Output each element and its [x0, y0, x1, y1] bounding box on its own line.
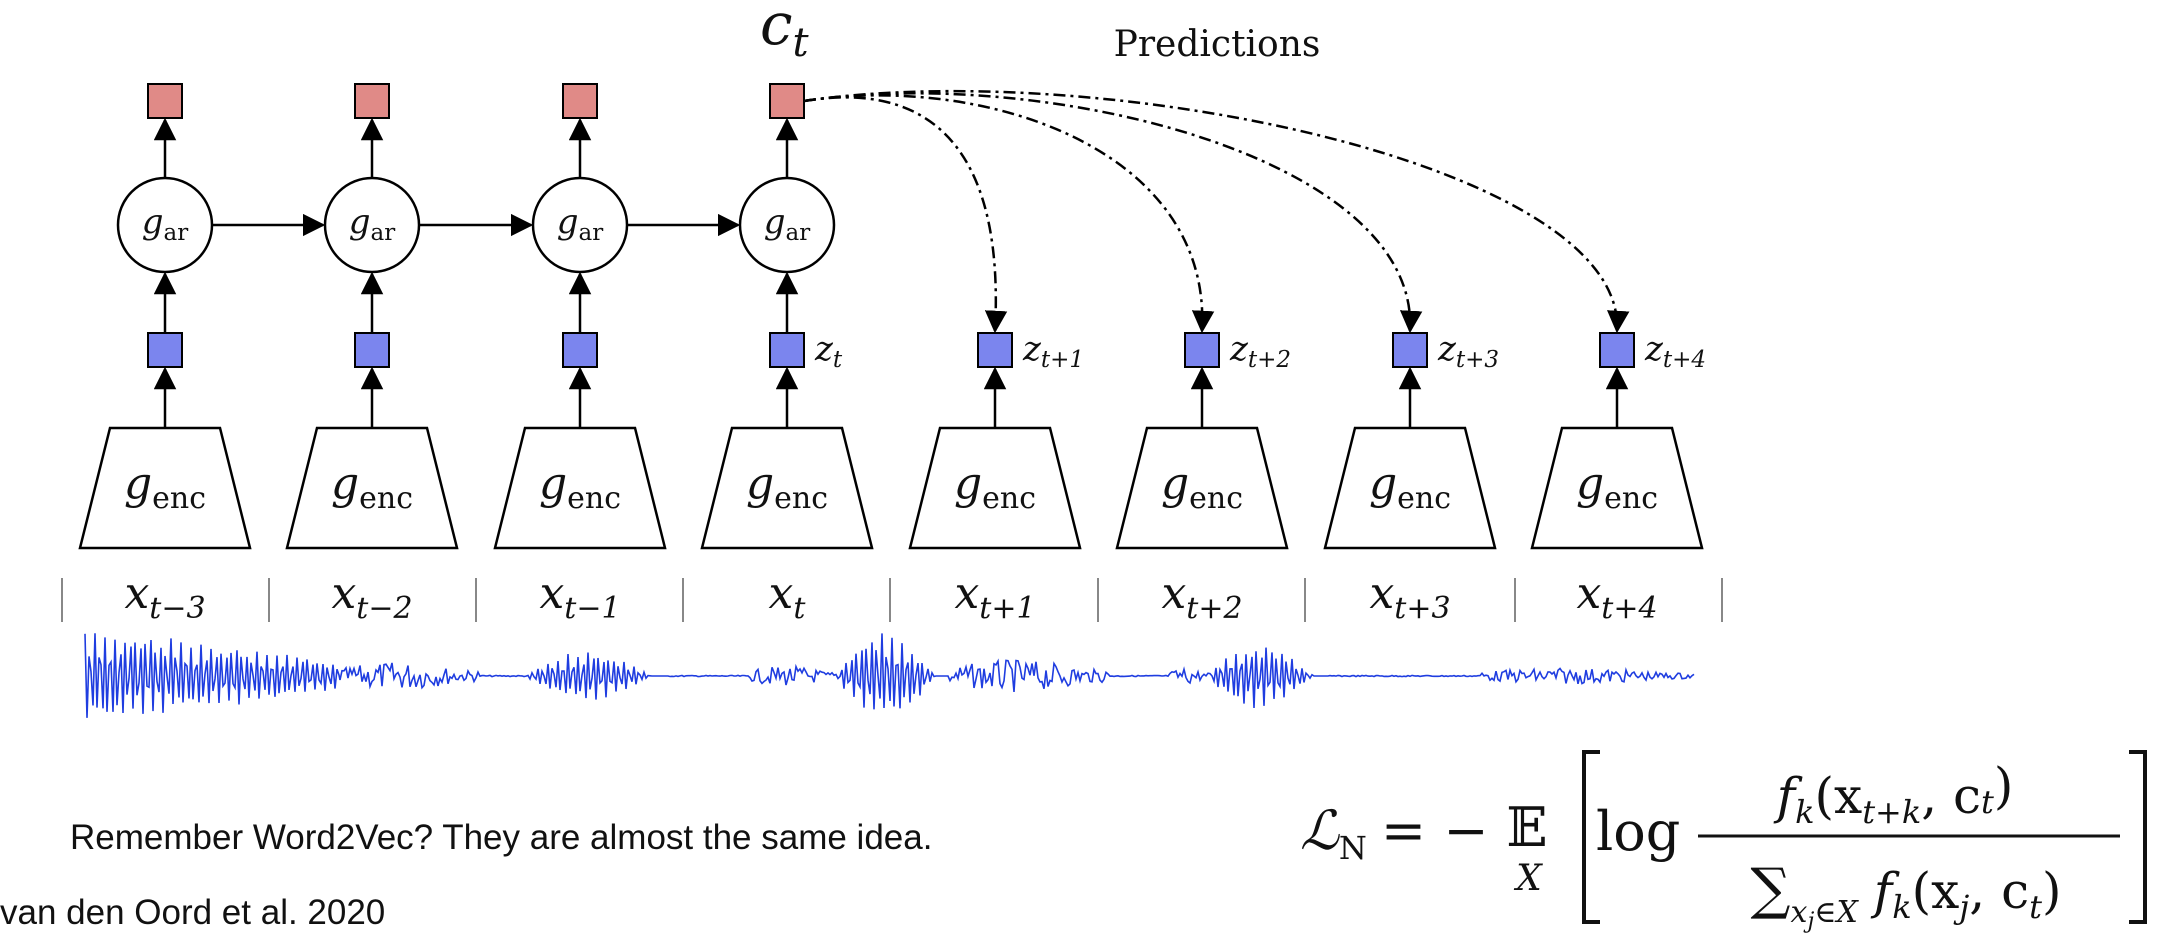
log-text: log — [1596, 800, 1680, 863]
encoder-block — [493, 426, 667, 550]
loss-formula: ℒN = − 𝔼 X log fk(xt+k, ct) ∑xj∈X fk(xj, … — [1300, 750, 2147, 934]
numerator: fk(xt+k, ct) — [1773, 757, 2014, 831]
timestep-column: genc xt−1 gar — [493, 83, 741, 626]
expectation-symbol: 𝔼 — [1506, 796, 1547, 859]
input-x-label: xt — [769, 568, 807, 626]
right-bracket — [2129, 750, 2147, 924]
svg-text:ct: ct — [760, 0, 809, 66]
prediction-arrow — [803, 94, 1215, 334]
input-x-label: xt−2 — [331, 568, 412, 626]
latent-z-label: zt+4 — [1644, 329, 1706, 373]
encoder-block — [908, 426, 1082, 550]
latent-z-label: zt+2 — [1229, 329, 1291, 373]
encoder-label: genc — [539, 458, 621, 516]
autoregressive-label: gar — [349, 202, 395, 246]
latent-z-box — [147, 332, 183, 368]
encoder-block — [78, 426, 252, 550]
latent-z-box — [769, 332, 805, 368]
loss-symbol: ℒ — [1300, 799, 1340, 862]
timestep-column: genc xt−2 gar — [285, 83, 534, 626]
context-box — [562, 83, 598, 119]
predictions-label: Predictions — [1114, 24, 1321, 65]
timestep-column: genc zt+2 xt+2 — [1115, 329, 1291, 626]
latent-z-box — [977, 332, 1013, 368]
latent-z-box — [1392, 332, 1428, 368]
prediction-arrow — [803, 96, 1008, 334]
timestep-column: genc zt+3 xt+3 — [1323, 329, 1499, 626]
latent-z-box — [562, 332, 598, 368]
waveform-signal — [84, 633, 1695, 718]
encoder-block — [700, 426, 874, 550]
prediction-arrows — [803, 89, 1630, 334]
timestep-column: genc zt xt gar — [700, 83, 874, 626]
latent-z-label: zt — [814, 329, 843, 373]
input-x-label: xt−3 — [124, 568, 205, 626]
latent-z-label: zt+1 — [1022, 329, 1084, 373]
encoder-label: genc — [746, 458, 828, 516]
context-box — [147, 83, 183, 119]
input-x-label: xt+1 — [954, 568, 1035, 626]
timestep-column: genc xt−3 gar — [78, 83, 326, 626]
context-box — [769, 83, 805, 119]
prediction-arrow — [803, 92, 1423, 334]
latent-z-box — [354, 332, 390, 368]
denominator: ∑xj∈X fk(xj, ct) — [1751, 857, 2062, 934]
autoregressive-label: gar — [142, 202, 188, 246]
encoder-block — [285, 426, 459, 550]
encoder-label: genc — [954, 458, 1036, 516]
encoder-block — [1323, 426, 1497, 550]
autoregressive-label: gar — [764, 202, 810, 246]
waveform — [84, 633, 1695, 718]
svg-text:X: X — [1513, 858, 1543, 899]
latent-z-label: zt+3 — [1437, 329, 1499, 373]
latent-z-box — [1184, 332, 1220, 368]
timestep-column: genc zt+4 xt+4 — [1530, 329, 1706, 626]
timestep-column: genc zt+1 xt+1 — [908, 329, 1084, 626]
encoder-label: genc — [1369, 458, 1451, 516]
input-x-label: xt+3 — [1369, 568, 1450, 626]
context-label: ct — [760, 0, 809, 66]
input-x-label: xt−1 — [539, 568, 620, 626]
note-text: Remember Word2Vec? They are almost the s… — [70, 818, 933, 857]
encoder-label: genc — [1576, 458, 1658, 516]
encoder-label: genc — [331, 458, 413, 516]
context-box — [354, 83, 390, 119]
latent-z-box — [1599, 332, 1635, 368]
encoder-label: genc — [1161, 458, 1243, 516]
input-x-label: xt+4 — [1576, 568, 1657, 626]
encoder-block — [1115, 426, 1289, 550]
prediction-arrow — [803, 89, 1630, 334]
citation-text: van den Oord et al. 2020 — [0, 893, 386, 932]
autoregressive-label: gar — [557, 202, 603, 246]
encoder-block — [1530, 426, 1704, 550]
svg-text:ℒN= −: ℒN = − — [1300, 799, 1489, 867]
left-bracket — [1582, 750, 1600, 924]
encoder-label: genc — [124, 458, 206, 516]
input-x-label: xt+2 — [1161, 568, 1242, 626]
